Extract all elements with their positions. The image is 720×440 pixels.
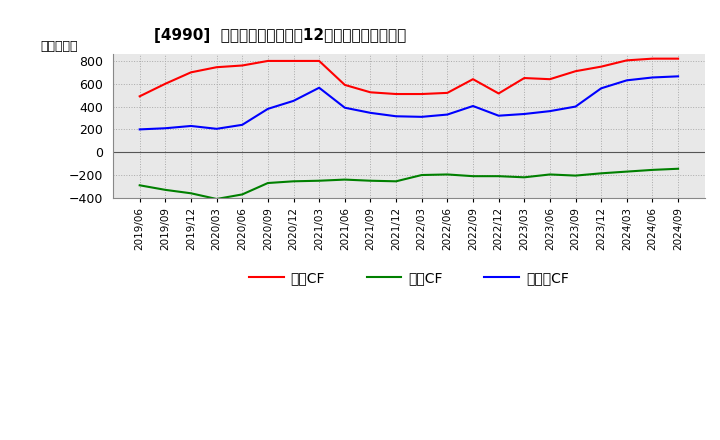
営業CF — [520, 75, 528, 81]
Text: [4990]  キャッシュフローの12か月移動合計の推移: [4990] キャッシュフローの12か月移動合計の推移 — [154, 28, 407, 43]
投資CF — [161, 187, 170, 193]
営業CF — [443, 90, 451, 95]
フリーCF — [264, 106, 272, 111]
営業CF — [546, 77, 554, 82]
フリーCF — [135, 127, 144, 132]
投資CF — [392, 179, 400, 184]
営業CF — [212, 65, 221, 70]
フリーCF — [341, 105, 349, 110]
投資CF — [341, 177, 349, 182]
フリーCF — [161, 125, 170, 131]
フリーCF — [418, 114, 426, 120]
営業CF — [161, 81, 170, 86]
営業CF — [597, 64, 606, 69]
営業CF — [648, 56, 657, 61]
営業CF — [366, 90, 374, 95]
フリーCF — [315, 85, 323, 90]
投資CF — [674, 166, 683, 172]
フリーCF — [546, 109, 554, 114]
投資CF — [212, 196, 221, 202]
フリーCF — [520, 111, 528, 117]
投資CF — [289, 179, 298, 184]
営業CF — [392, 92, 400, 97]
投資CF — [315, 178, 323, 183]
Line: 営業CF: 営業CF — [140, 59, 678, 96]
投資CF — [546, 172, 554, 177]
フリーCF — [623, 78, 631, 83]
投資CF — [597, 171, 606, 176]
フリーCF — [366, 110, 374, 115]
投資CF — [186, 191, 195, 196]
営業CF — [623, 58, 631, 63]
フリーCF — [238, 122, 246, 128]
投資CF — [135, 183, 144, 188]
投資CF — [469, 173, 477, 179]
フリーCF — [392, 114, 400, 119]
営業CF — [135, 94, 144, 99]
Legend: 営業CF, 投資CF, フリーCF: 営業CF, 投資CF, フリーCF — [243, 265, 575, 290]
営業CF — [469, 77, 477, 82]
営業CF — [418, 92, 426, 97]
Line: フリーCF: フリーCF — [140, 76, 678, 129]
フリーCF — [648, 75, 657, 80]
フリーCF — [443, 112, 451, 117]
投資CF — [418, 172, 426, 178]
投資CF — [495, 173, 503, 179]
フリーCF — [186, 123, 195, 128]
投資CF — [443, 172, 451, 177]
投資CF — [264, 180, 272, 186]
営業CF — [264, 58, 272, 63]
営業CF — [674, 56, 683, 61]
投資CF — [571, 173, 580, 178]
投資CF — [366, 178, 374, 183]
フリーCF — [597, 86, 606, 91]
営業CF — [341, 82, 349, 88]
営業CF — [571, 69, 580, 74]
投資CF — [623, 169, 631, 174]
フリーCF — [289, 98, 298, 103]
投資CF — [648, 167, 657, 172]
フリーCF — [212, 126, 221, 132]
営業CF — [238, 63, 246, 68]
営業CF — [315, 58, 323, 63]
フリーCF — [469, 103, 477, 109]
フリーCF — [495, 113, 503, 118]
Y-axis label: （百万円）: （百万円） — [41, 40, 78, 53]
営業CF — [289, 58, 298, 63]
Line: 投資CF: 投資CF — [140, 169, 678, 199]
投資CF — [520, 175, 528, 180]
営業CF — [186, 70, 195, 75]
投資CF — [238, 192, 246, 197]
営業CF — [495, 91, 503, 96]
フリーCF — [674, 73, 683, 79]
フリーCF — [571, 104, 580, 109]
